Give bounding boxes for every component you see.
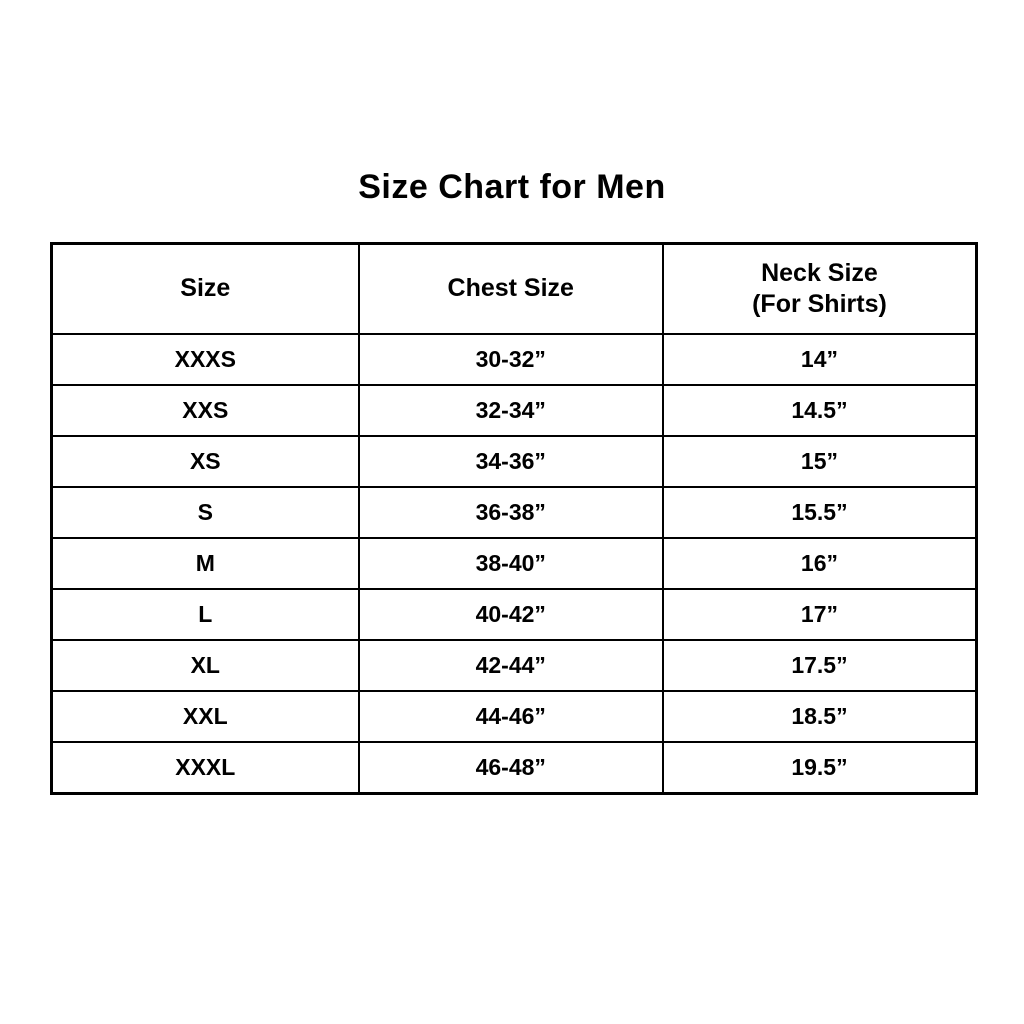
table-row: S 36-38” 15.5” <box>50 486 978 539</box>
cell-chest-size: 32-34” <box>357 384 664 437</box>
cell-neck-size: 15” <box>661 435 978 488</box>
table-header: Size Chest Size Neck Size (For Shirts) <box>50 242 978 335</box>
cell-chest-size: 44-46” <box>357 690 664 743</box>
cell-neck-size: 15.5” <box>661 486 978 539</box>
cell-chest-size: 46-48” <box>357 741 664 795</box>
cell-size: L <box>50 588 360 641</box>
table-row: L 40-42” 17” <box>50 588 978 641</box>
header-chest-size: Chest Size <box>357 242 664 335</box>
size-table-body: XXXS 30-32” 14” XXS 32-34” 14.5” XS 34-36” 15” S 3… <box>50 333 978 795</box>
cell-neck-size: 17” <box>661 588 978 641</box>
table-row: XXS 32-34” 14.5” <box>50 384 978 437</box>
cell-neck-size: 14.5” <box>661 384 978 437</box>
cell-size: XL <box>50 639 360 692</box>
table-row: M 38-40” 16” <box>50 537 978 590</box>
table-row: XXL 44-46” 18.5” <box>50 690 978 743</box>
cell-neck-size: 18.5” <box>661 690 978 743</box>
cell-chest-size: 34-36” <box>357 435 664 488</box>
cell-chest-size: 36-38” <box>357 486 664 539</box>
cell-chest-size: 40-42” <box>357 588 664 641</box>
header-size: Size <box>50 242 360 335</box>
cell-size: S <box>50 486 360 539</box>
cell-size: XXS <box>50 384 360 437</box>
cell-chest-size: 38-40” <box>357 537 664 590</box>
cell-neck-size: 17.5” <box>661 639 978 692</box>
cell-size: M <box>50 537 360 590</box>
cell-size: XXXS <box>50 333 360 386</box>
header-neck-size: Neck Size (For Shirts) <box>661 242 978 335</box>
cell-neck-size: 19.5” <box>661 741 978 795</box>
cell-chest-size: 42-44” <box>357 639 664 692</box>
table-row: XL 42-44” 17.5” <box>50 639 978 692</box>
header-row: Size Chest Size Neck Size (For Shirts) <box>50 242 978 335</box>
page-title: Size Chart for Men <box>358 168 666 206</box>
table-row: XXXS 30-32” 14” <box>50 333 978 386</box>
table-row: XXXL 46-48” 19.5” <box>50 741 978 795</box>
size-chart-table: Size Chest Size Neck Size (For Shirts) X… <box>50 242 978 795</box>
table-row: XS 34-36” 15” <box>50 435 978 488</box>
cell-size: XXXL <box>50 741 360 795</box>
cell-size: XXL <box>50 690 360 743</box>
cell-chest-size: 30-32” <box>357 333 664 386</box>
cell-size: XS <box>50 435 360 488</box>
cell-neck-size: 14” <box>661 333 978 386</box>
cell-neck-size: 16” <box>661 537 978 590</box>
